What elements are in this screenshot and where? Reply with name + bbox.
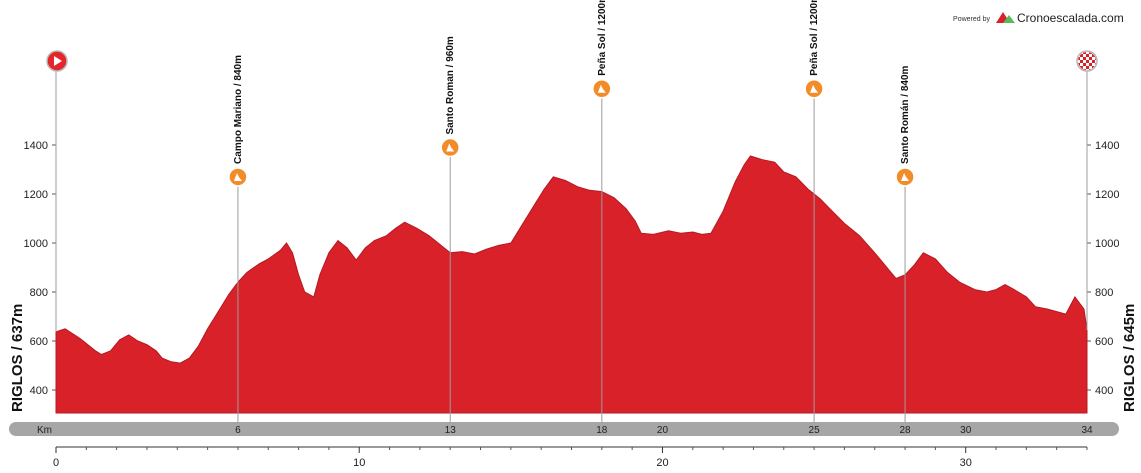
y-tick-label-left: 1000: [24, 238, 48, 250]
y-tick-label-left: 800: [30, 287, 48, 299]
km-bar-tick-label: 25: [809, 425, 821, 436]
brand-logo-icon: [996, 12, 1015, 23]
y-tick-label-right: 1400: [1095, 140, 1119, 152]
y-tick-label-left: 1400: [24, 140, 48, 152]
y-axis-right: 400 600 800 1000 1200 1400: [1087, 140, 1119, 397]
climb-marker-icon: [440, 137, 460, 158]
start-label: RIGLOS / 637m: [9, 304, 26, 412]
climb-label: Peña Sol / 1200m: [597, 0, 608, 76]
elevation-area: [55, 155, 1088, 414]
climb-marker-lines: [237, 88, 906, 422]
climb-label: Santo Roman / 960m: [445, 36, 456, 134]
credit: Powered by Cronoescalada.com: [953, 11, 1124, 25]
y-tick-label-left: 1200: [24, 189, 48, 201]
y-tick-label-right: 600: [1095, 336, 1113, 348]
km-bar-ticks: 6 13 18 20 25 28 30 34: [235, 425, 1093, 436]
km-bar-tick-label: 6: [235, 425, 241, 436]
checkered-flag-icon: [1076, 50, 1098, 72]
x-axis: 0 10 20 30: [53, 447, 1088, 469]
climb-marker-icon: [592, 79, 612, 99]
km-bar-tick-label: 28: [899, 425, 911, 436]
km-bar-label: Km: [37, 425, 52, 436]
climb-marker-icon: [804, 79, 824, 99]
km-bar-tick-label: 20: [657, 425, 669, 436]
powered-by-label: Powered by: [953, 16, 990, 23]
climb-annotations: Campo Mariano / 840m Santo Roman / 960m Pe…: [228, 0, 915, 187]
km-bar-tick-label: 34: [1081, 425, 1093, 436]
y-tick-label-right: 400: [1095, 385, 1113, 397]
x-tick-label: 30: [960, 457, 972, 469]
y-tick-label-left: 400: [30, 385, 48, 397]
climb-marker-icon: [228, 167, 248, 187]
km-bar-tick-label: 30: [960, 425, 972, 436]
x-tick-label: 0: [53, 457, 59, 469]
x-tick-label: 20: [656, 457, 668, 469]
x-tick-label: 10: [353, 457, 365, 469]
km-bar-tick-label: 13: [445, 425, 457, 436]
km-bar: [9, 422, 1119, 436]
y-tick-label-left: 600: [30, 336, 48, 348]
climb-label: Santo Román / 840m: [900, 65, 911, 163]
play-icon: [46, 50, 68, 72]
km-bar-tick-label: 18: [596, 425, 608, 436]
climb-label: Campo Mariano / 840m: [233, 55, 244, 164]
y-tick-label-right: 800: [1095, 287, 1113, 299]
y-tick-label-right: 1000: [1095, 238, 1119, 250]
y-tick-label-right: 1200: [1095, 189, 1119, 201]
climb-marker-icon: [895, 167, 915, 187]
finish-label: RIGLOS / 645m: [1121, 304, 1138, 412]
brand-name: Cronoescalada.com: [1017, 11, 1124, 25]
y-axis-left: 400 600 800 1000 1200 1400: [24, 140, 56, 397]
climb-label: Peña Sol / 1200m: [809, 0, 820, 76]
